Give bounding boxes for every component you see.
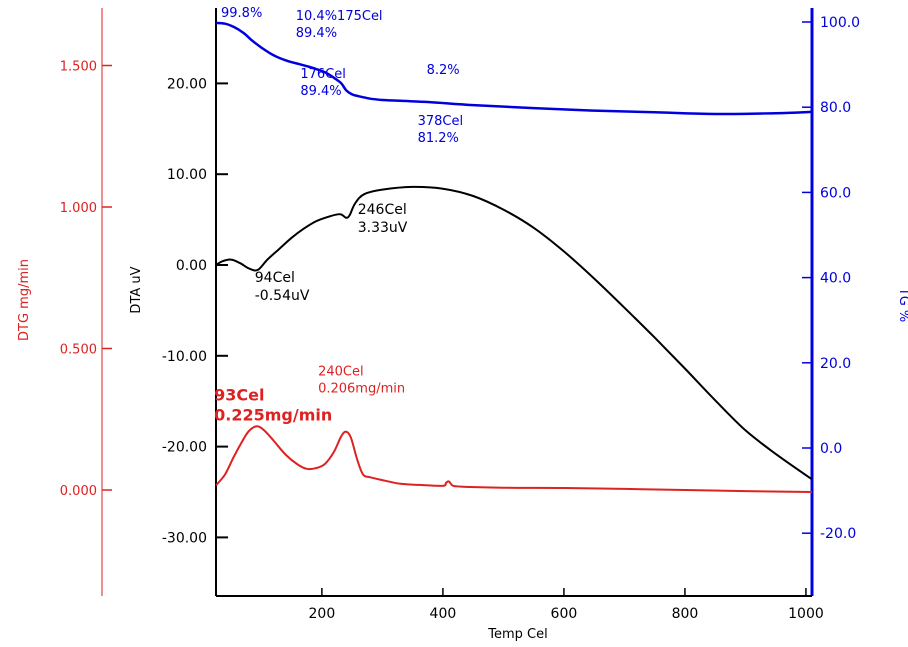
x-tick-label: 800 xyxy=(672,606,699,622)
tg-annotation-label: 10.4%175Cel xyxy=(296,9,383,24)
tg-annotation-label: 378Cel xyxy=(418,114,464,129)
dta-tick-label: 0.00 xyxy=(176,258,207,274)
dta-annotation-label: 3.33uV xyxy=(358,220,408,236)
dta-curve xyxy=(215,185,813,481)
tg-axis-label: TG % xyxy=(896,287,908,323)
dta-tick-label: 10.00 xyxy=(167,167,207,183)
dta-annotation-label: -0.54uV xyxy=(255,288,310,304)
dtg-tick-label: 1.500 xyxy=(60,60,97,75)
tg-tick-label: 80.0 xyxy=(820,100,851,116)
dta-tick-label: 20.00 xyxy=(167,76,207,92)
tg-annotation-label: 8.2% xyxy=(427,63,460,78)
dtg-annotation-label: 0.225mg/min xyxy=(214,405,332,424)
dtg-curve xyxy=(215,425,813,493)
dtg-tick-label: 0.500 xyxy=(60,343,97,358)
dta-tick-label: -20.00 xyxy=(162,440,207,456)
tg-annotation-label: 81.2% xyxy=(418,131,459,146)
x-tick-label: 600 xyxy=(551,606,578,622)
dtg-axis-label: DTG mg/min xyxy=(17,259,32,341)
tg-annotation-label: 89.4% xyxy=(296,26,337,41)
x-tick-label: 200 xyxy=(309,606,336,622)
tg-tick-label: 60.0 xyxy=(820,185,851,201)
dtg-annotation-label: 93Cel xyxy=(214,385,264,404)
tg-curve xyxy=(215,21,813,116)
tg-annotation-label: 99.8% xyxy=(221,6,262,21)
axis-ticks: 1.500 1.000 0.500 0.000 20.00 10.00 0.00 -10.00… xyxy=(60,15,860,622)
tg-tick-label: 20.0 xyxy=(820,356,851,372)
tg-tick-label: 100.0 xyxy=(820,15,860,31)
x-axis-label: Temp Cel xyxy=(487,627,547,642)
tg-annotation-label: 26Cel xyxy=(221,0,258,4)
x-tick-label: 400 xyxy=(430,606,457,622)
dtg-annotation-label: 0.206mg/min xyxy=(318,382,405,397)
dta-tick-label: -30.00 xyxy=(162,530,207,546)
dta-axis-label: DTA uV xyxy=(129,266,144,313)
tg-tick-label: 40.0 xyxy=(820,271,851,287)
data-series xyxy=(215,21,813,493)
tg-tick-label: -20.0 xyxy=(820,526,856,542)
dta-annotation-label: 94Cel xyxy=(255,270,295,286)
x-tick-label: 1000 xyxy=(788,606,824,622)
dtg-tick-label: 1.000 xyxy=(60,201,97,216)
tg-tick-label: 0.0 xyxy=(820,441,842,457)
dtg-annotation-label: 240Cel xyxy=(318,365,364,380)
peak-annotations: 26Cel 99.8% 10.4%175Cel 89.4% 176Cel 89.4% 8.2… xyxy=(214,0,463,424)
dtg-tick-label: 0.000 xyxy=(60,484,97,499)
tg-annotation-label: 176Cel xyxy=(300,67,346,82)
dta-tick-label: -10.00 xyxy=(162,349,207,365)
dta-annotation-label: 246Cel xyxy=(358,202,407,218)
tg-annotation-label: 89.4% xyxy=(300,84,341,99)
